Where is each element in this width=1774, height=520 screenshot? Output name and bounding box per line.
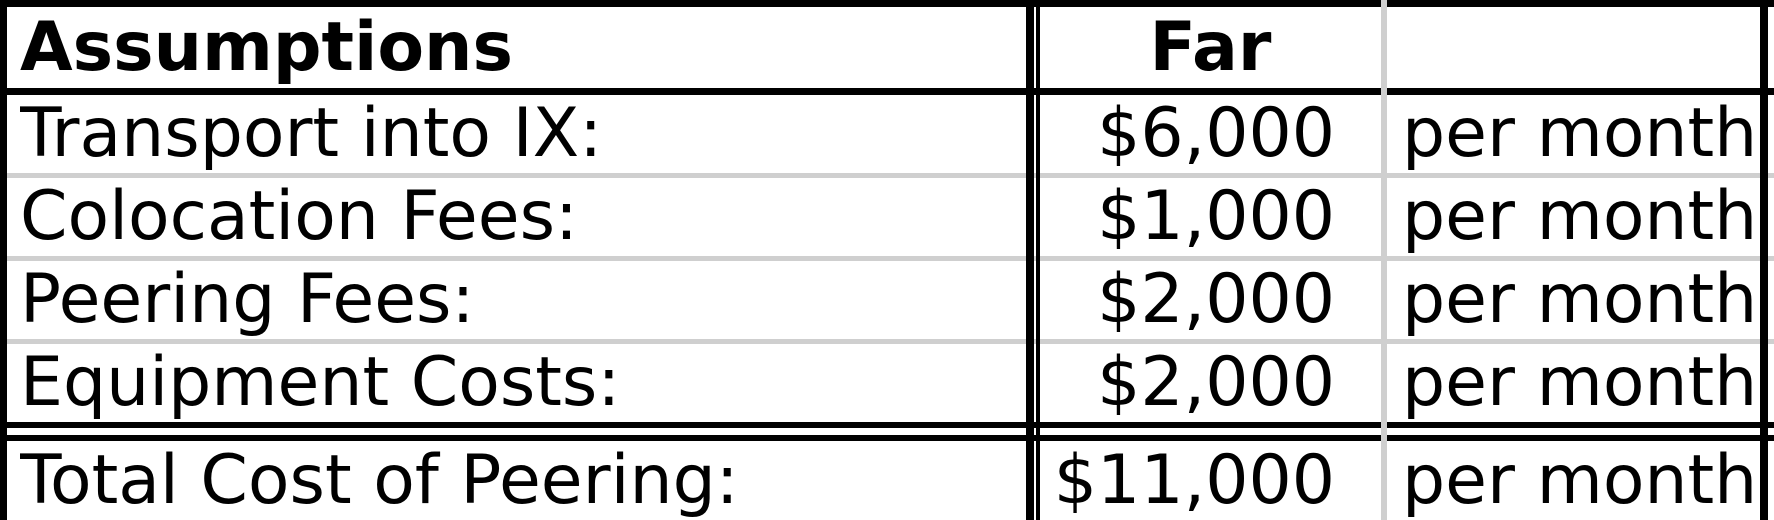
column-divider [1036, 0, 1040, 520]
row-unit: per month [1402, 344, 1758, 422]
total-label: Total Cost of Peering: [20, 441, 739, 520]
table-border-right [1760, 0, 1768, 520]
row-divider [0, 173, 1774, 178]
unit-column-divider [1381, 0, 1387, 520]
total-divider-lower [0, 435, 1774, 441]
header-unit [1402, 7, 1772, 88]
total-unit: per month [1402, 441, 1758, 520]
row-divider [0, 339, 1774, 344]
row-value: $2,000 [1097, 344, 1335, 422]
row-value: $6,000 [1097, 95, 1335, 173]
row-value: $2,000 [1097, 261, 1335, 339]
row-label: Colocation Fees: [20, 178, 578, 256]
row-value: $1,000 [1097, 178, 1335, 256]
header-assumptions: Assumptions [20, 7, 513, 87]
row-unit: per month [1402, 261, 1758, 339]
row-unit: per month [1402, 178, 1758, 256]
total-value: $11,000 [1053, 441, 1335, 520]
row-label: Transport into IX: [20, 95, 603, 173]
header-divider [0, 88, 1774, 95]
header-far: Far [1149, 7, 1272, 87]
row-divider [0, 256, 1774, 261]
row-label: Equipment Costs: [20, 344, 621, 422]
table-border-left [0, 0, 7, 520]
table-border-top [0, 0, 1774, 7]
row-label: Peering Fees: [20, 261, 475, 339]
row-unit: per month [1402, 95, 1758, 173]
total-divider-upper [0, 422, 1774, 428]
column-divider [1026, 0, 1034, 520]
